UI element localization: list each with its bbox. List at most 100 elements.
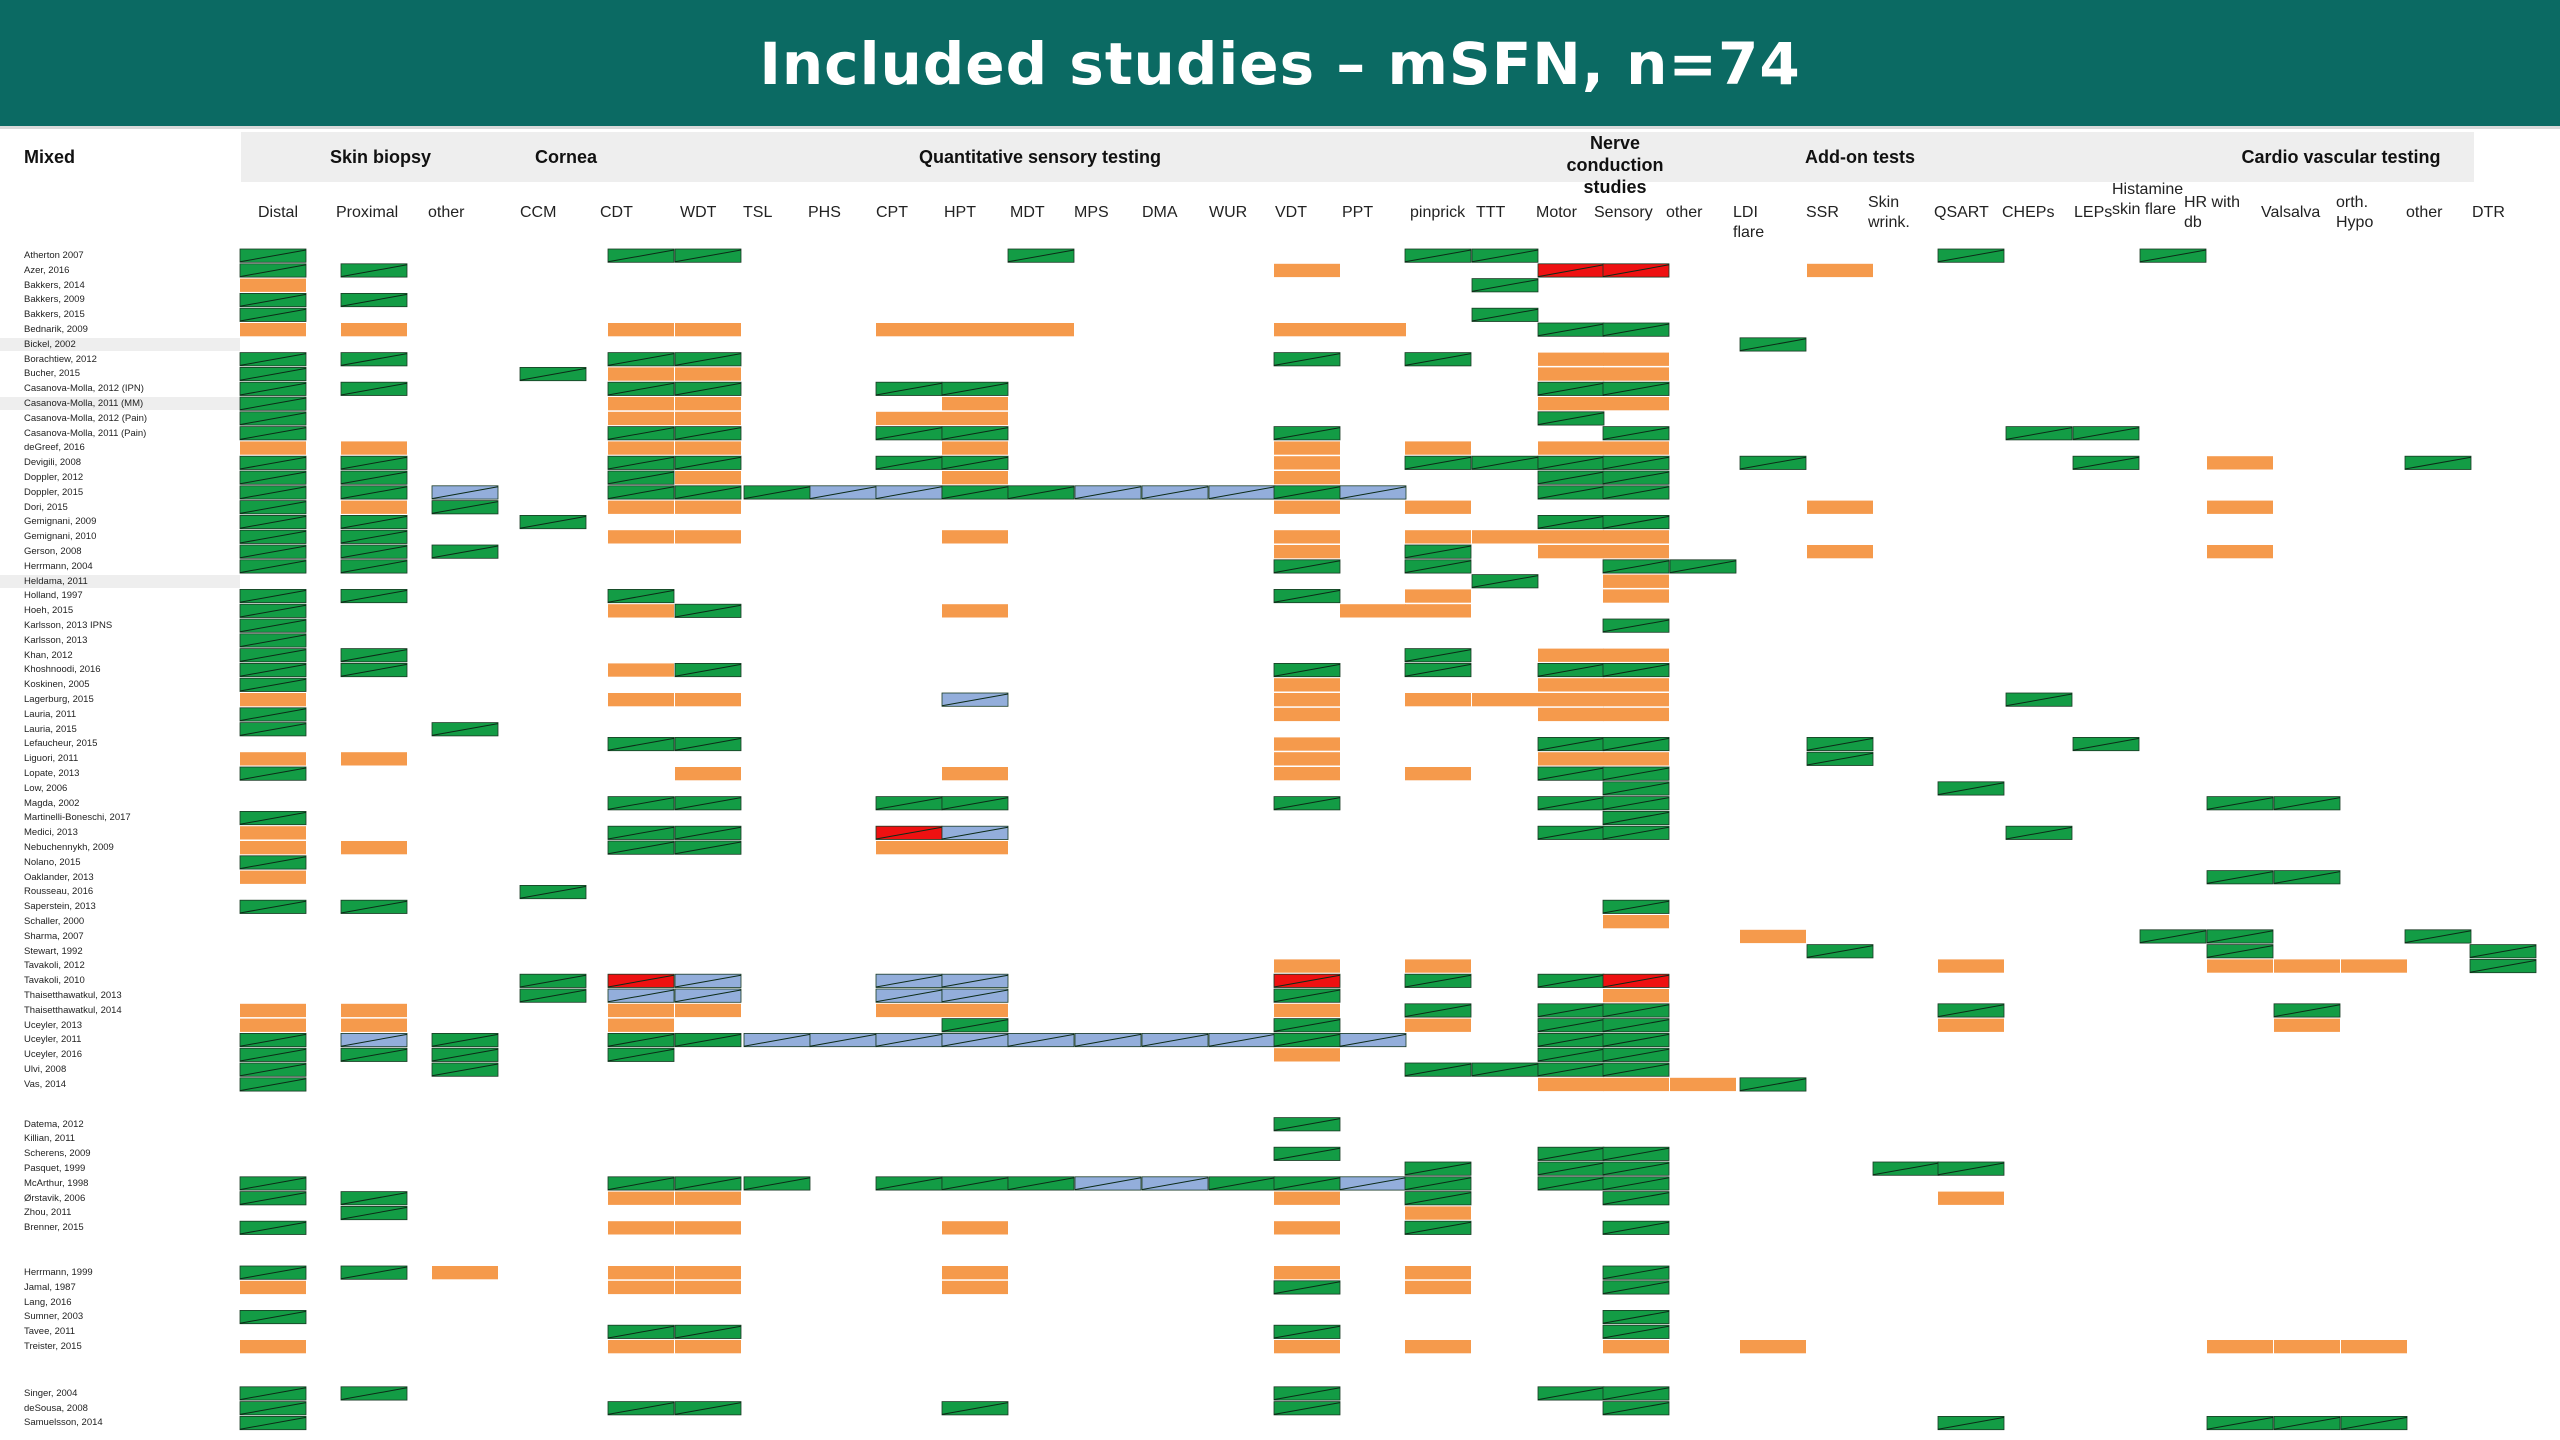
cell-51-5 <box>675 1003 741 1018</box>
cell-diagonal <box>1141 1033 1209 1047</box>
study-label: Schaller, 2000 <box>24 916 85 927</box>
cell-diagonal <box>1602 782 1670 796</box>
cell-14-14 <box>1274 456 1340 470</box>
cell-5-9 <box>942 323 1008 337</box>
cell-diagonal <box>1602 515 1670 529</box>
cell-diagonal <box>674 1177 742 1191</box>
cell-diagonal <box>1739 456 1807 470</box>
cell-diagonal <box>607 353 675 366</box>
cell-diagonal <box>2139 249 2207 263</box>
cell-52-4 <box>608 1018 674 1032</box>
cell-diagonal <box>2072 737 2140 751</box>
cell-diagonal <box>1273 797 1341 810</box>
cell-diagonal <box>607 974 675 988</box>
cell-48-28 <box>2207 959 2273 973</box>
study-label: Khoshnoodi, 2016 <box>24 664 101 676</box>
cell-diagonal <box>239 1033 307 1047</box>
cell-22-19 <box>1603 574 1669 588</box>
cell-diagonal <box>1537 974 1605 988</box>
study-label: Killian, 2011 <box>24 1133 76 1145</box>
cell-diagonal <box>1537 456 1605 470</box>
cell-19-4 <box>608 530 674 544</box>
cell-diagonal <box>1404 1192 1472 1205</box>
study-label: Tavee, 2011 <box>24 1326 76 1338</box>
cell-51-8 <box>876 1003 942 1018</box>
cell-diagonal <box>340 293 408 307</box>
study-label: Herrmann, 1999 <box>24 1267 93 1278</box>
cell-34-18 <box>1538 752 1604 766</box>
cell-diagonal <box>239 560 307 574</box>
cell-24-9 <box>942 604 1008 618</box>
cell-diagonal <box>875 427 943 440</box>
cell-diagonal <box>239 367 307 381</box>
cell-62-24 <box>1938 1191 2004 1205</box>
study-label: Ørstavik, 2006 <box>24 1192 86 1204</box>
cell-diagonal <box>239 427 307 440</box>
cell-40-1 <box>341 841 407 855</box>
cell-diagonal <box>1602 619 1670 633</box>
cell-51-4 <box>608 1003 674 1018</box>
cell-8-5 <box>675 367 741 381</box>
cell-48-16 <box>1405 959 1471 973</box>
cell-30-17 <box>1472 693 1538 707</box>
cell-7-18 <box>1538 352 1604 366</box>
cell-diagonal <box>340 471 408 485</box>
cell-diagonal <box>1537 1063 1605 1077</box>
cell-diagonal <box>674 1402 742 1415</box>
cell-diagonal <box>674 456 742 470</box>
study-label: Brenner, 2015 <box>24 1222 84 1234</box>
cell-diagonal <box>340 1387 408 1401</box>
cell-1-14 <box>1274 263 1340 278</box>
cell-diagonal <box>239 501 307 514</box>
study-label: Gerson, 2008 <box>24 546 82 557</box>
cell-diagonal <box>340 486 408 500</box>
cell-24-4 <box>608 604 674 618</box>
cell-diagonal <box>1602 323 1670 337</box>
study-label: Zhou, 2011 <box>24 1207 72 1219</box>
cell-diagonal <box>1739 338 1807 352</box>
cell-diagonal <box>1537 323 1605 337</box>
cell-diagonal <box>1404 456 1472 470</box>
cell-17-5 <box>675 500 741 514</box>
study-label: Bakkers, 2015 <box>24 309 85 321</box>
column-label-12: DMA <box>1142 204 1178 221</box>
cell-diagonal <box>1937 249 2005 263</box>
column-label-25: CHEPs <box>2002 204 2055 221</box>
cell-diagonal <box>1273 353 1341 366</box>
cell-13-9 <box>942 441 1008 455</box>
cell-diagonal <box>340 382 408 396</box>
cell-5-1 <box>341 323 407 337</box>
cell-diagonal <box>1806 945 1874 958</box>
study-label: Lauria, 2015 <box>24 723 77 735</box>
cell-diagonal <box>743 486 811 500</box>
cell-diagonal <box>1007 1177 1075 1191</box>
cell-diagonal <box>809 1033 877 1047</box>
cell-diagonal <box>1273 1019 1341 1032</box>
cell-diagonal <box>431 501 499 514</box>
cell-diagonal <box>1404 545 1472 559</box>
cell-diagonal <box>2139 930 2207 944</box>
cell-diagonal <box>875 1177 943 1191</box>
column-label-4: CDT <box>600 204 633 221</box>
cell-diagonal <box>340 1206 408 1220</box>
cell-diagonal <box>340 900 408 914</box>
cell-diagonal <box>340 353 408 366</box>
study-label: Azer, 2016 <box>24 264 70 276</box>
study-label: Gemignani, 2010 <box>24 531 97 543</box>
cell-64-5 <box>675 1221 741 1235</box>
cell-5-15 <box>1340 323 1406 337</box>
cell-diagonal <box>2206 1416 2274 1430</box>
cell-diagonal <box>1404 1063 1472 1077</box>
study-label: Karlsson, 2013 IPNS <box>24 620 113 631</box>
cell-70-14 <box>1274 1340 1340 1354</box>
cell-diagonal <box>2005 826 2073 840</box>
cell-19-17 <box>1472 530 1538 544</box>
column-label-22: SSR <box>1806 204 1839 221</box>
cell-diagonal <box>1273 663 1341 677</box>
cell-56-19 <box>1603 1077 1669 1092</box>
cell-diagonal <box>1602 900 1670 914</box>
cell-35-14 <box>1274 767 1340 781</box>
cell-diagonal <box>1537 1387 1605 1401</box>
study-label: Atherton 2007 <box>24 250 84 261</box>
cell-diagonal <box>1537 471 1605 485</box>
